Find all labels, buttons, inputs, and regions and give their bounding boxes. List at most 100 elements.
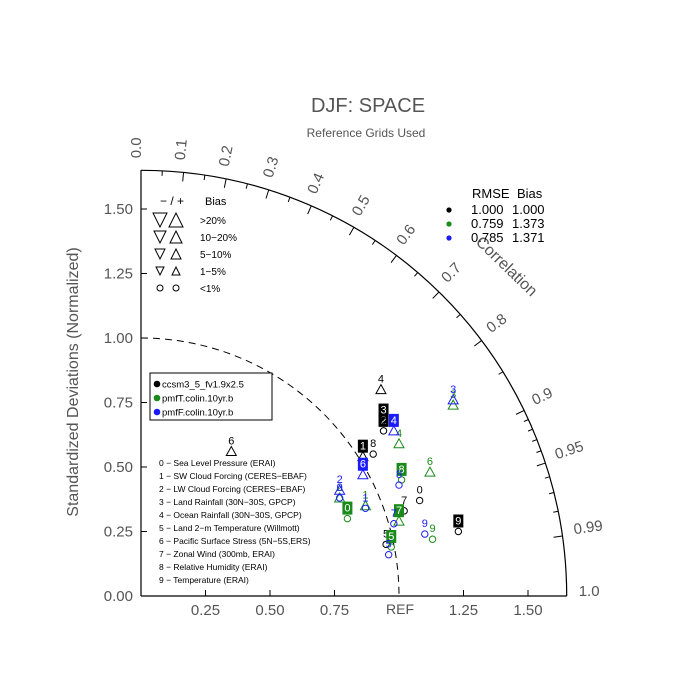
data-point-label: 0 xyxy=(417,485,423,497)
bias-plus-triangle-icon xyxy=(169,229,183,244)
correlation-tick-label: 0.3 xyxy=(260,155,282,180)
data-point-marker xyxy=(384,551,393,559)
data-point-marker xyxy=(387,543,395,551)
data-point-label-box xyxy=(394,504,404,518)
data-point: 2 xyxy=(333,482,346,503)
data-point-label: 6 xyxy=(228,436,234,448)
correlation-minor-tick xyxy=(245,183,248,189)
data-point-marker xyxy=(447,393,460,405)
data-point: 1 xyxy=(357,439,369,462)
case-legend-name: pmfF.colin.10yr.b xyxy=(162,408,233,419)
bias-minus-triangle-icon xyxy=(153,230,167,245)
data-point: 8 xyxy=(395,469,403,489)
case-legend-name: ccsm3_5_fv1.9x2.5 xyxy=(162,380,244,391)
data-point-marker xyxy=(379,427,388,435)
data-point-marker xyxy=(225,445,238,457)
data-point-label: 6 xyxy=(427,456,433,468)
correlation-tick xyxy=(536,462,546,467)
x-tick-label: 1.50 xyxy=(513,602,542,619)
data-point-label: 2 xyxy=(337,482,343,494)
correlation-minor-tick xyxy=(414,272,419,277)
rmse-bias-value: 1.000 xyxy=(512,202,545,217)
y-tick-label: 0.75 xyxy=(104,395,133,412)
data-point: 6 xyxy=(225,436,238,457)
data-point: 9 xyxy=(453,514,464,536)
correlation-tick-label: 0.7 xyxy=(438,259,465,286)
correlation-tick-label: 0.6 xyxy=(393,221,419,248)
bias-legend-row: 1−5% xyxy=(200,267,226,278)
bias-legend-row: <1% xyxy=(200,284,220,295)
legends-group: − / + Bias>20%10−20%5−10%1−5%<1%RMSE Bias1… xyxy=(149,186,545,585)
y-tick-label: 0.50 xyxy=(104,459,133,476)
variable-list-item: 9 − Temperature (ERAI) xyxy=(159,575,249,585)
data-point-label: 1 xyxy=(360,441,366,453)
bias-legend-row: 10−20% xyxy=(200,233,237,244)
correlation-tick xyxy=(223,178,227,188)
data-point-marker xyxy=(393,515,405,526)
variable-list-item: 6 − Pacific Surface Stress (5N−5S,ERS) xyxy=(159,536,311,546)
x-tick-label: 0.75 xyxy=(320,602,349,619)
data-point: 2 xyxy=(378,413,389,435)
data-point-label: 1 xyxy=(362,492,368,504)
data-point: 0 xyxy=(415,485,424,505)
data-point-marker xyxy=(375,383,387,395)
data-point-label: 8 xyxy=(396,469,402,481)
variable-list-item: 1 − SW Cloud Forcing (CERES−EBAF) xyxy=(159,471,307,481)
data-point-marker xyxy=(390,520,398,528)
variable-list-item: 2 − LW Cloud Forcing (CERES−EBAF) xyxy=(159,484,305,494)
variable-list-item: 4 − Ocean Rainfall (30N−30S, GPCP) xyxy=(159,510,302,520)
data-point: 5 xyxy=(384,539,393,559)
x-tick-label: 0.50 xyxy=(255,602,284,619)
bias-plus-triangle-icon xyxy=(168,211,184,228)
data-point-label: 3 xyxy=(380,405,386,417)
data-point-marker xyxy=(421,530,429,538)
data-point: 7 xyxy=(390,508,398,528)
data-point: 0 xyxy=(335,482,344,502)
data-point-label: 7 xyxy=(391,508,397,520)
correlation-minor-tick xyxy=(329,215,334,221)
correlation-minor-tick xyxy=(548,492,555,495)
chart-subtitle: Reference Grids Used xyxy=(307,126,426,140)
data-point: 0 xyxy=(342,501,353,523)
variable-list-item: 0 − Sea Level Pressure (ERAI) xyxy=(159,458,276,468)
case-legend-box xyxy=(149,372,273,421)
data-point-marker xyxy=(379,416,388,425)
correlation-minor-tick xyxy=(523,419,529,423)
data-point-label: 4 xyxy=(396,428,402,440)
bias-minus-circle-icon xyxy=(156,284,164,292)
rmse-series-dot xyxy=(446,235,452,241)
data-point-marker xyxy=(395,481,403,489)
bias-minus-triangle-icon xyxy=(155,266,165,277)
data-point-label: 2 xyxy=(380,415,386,427)
y-axis-label: Standardized Deviations (Normalized) xyxy=(65,247,82,516)
correlation-minor-tick xyxy=(553,510,559,513)
data-point-label: 9 xyxy=(422,518,428,530)
data-point: 4 xyxy=(375,374,387,395)
data-point: 6 xyxy=(424,456,436,477)
correlation-minor-tick xyxy=(532,439,538,442)
data-point-label: 5 xyxy=(383,528,389,540)
variable-list-item: 5 − Land 2−m Temperature (Willmott) xyxy=(159,523,300,533)
data-point-label: 6 xyxy=(360,459,366,471)
correlation-tick xyxy=(474,340,482,347)
data-point-label: 9 xyxy=(429,523,435,535)
data-point-label-box xyxy=(386,529,397,543)
correlation-tick xyxy=(348,227,355,236)
data-point-marker xyxy=(333,484,346,495)
data-point-label-box xyxy=(342,501,353,515)
data-point-label: 8 xyxy=(399,464,405,476)
correlation-tick-label: 0.99 xyxy=(572,517,603,538)
data-point: 2 xyxy=(333,474,346,495)
data-point-marker xyxy=(357,468,369,480)
data-point-marker xyxy=(343,514,352,523)
data-point-marker xyxy=(369,450,377,458)
data-point-marker xyxy=(393,437,405,449)
data-point: 8 xyxy=(369,438,377,458)
y-tick-label: 0.25 xyxy=(104,524,133,541)
outer-arc xyxy=(140,169,568,597)
bias-minus-triangle-icon xyxy=(154,248,166,261)
chart-title: DJF: SPACE xyxy=(311,95,425,117)
rmse-header: RMSE xyxy=(472,186,510,201)
